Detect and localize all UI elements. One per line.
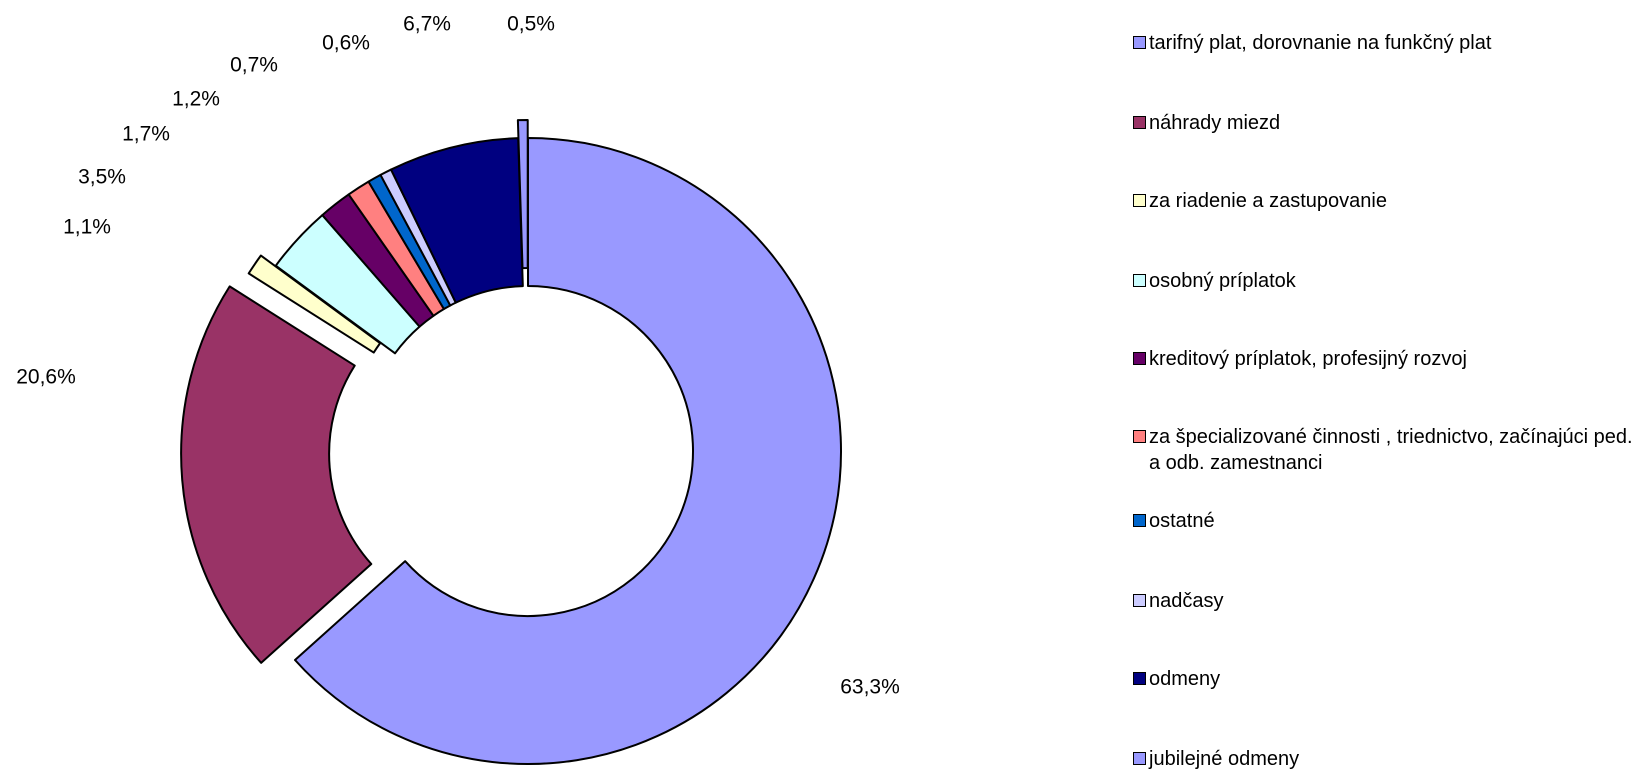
legend-label: kreditový príplatok, profesijný rozvoj xyxy=(1149,348,1467,370)
legend-swatch xyxy=(1133,274,1146,287)
legend-swatch xyxy=(1133,752,1146,765)
legend-label: odmeny xyxy=(1149,668,1221,690)
data-label-kreditovy-priplatok-profesijny-rozvoj: 1,7% xyxy=(122,123,170,146)
slice-nahrady-miezd xyxy=(180,285,373,664)
legend-item-jubilejne-odmeny: jubilejné odmeny xyxy=(1133,746,1633,772)
data-label-osobny-priplatok: 3,5% xyxy=(78,166,126,189)
legend-item-za-riadenie-a-zastupovanie: za riadenie a zastupovanie xyxy=(1133,188,1633,214)
legend-swatch xyxy=(1133,430,1146,443)
legend-item-za-specializovane-cinnosti-triednictvo-zacinajuci-ped-a-odb-zamestnanci: za špecializované činnosti , triednictvo… xyxy=(1133,424,1633,476)
legend-swatch xyxy=(1133,672,1146,685)
legend-swatch xyxy=(1133,514,1146,527)
legend-label: jubilejné odmeny xyxy=(1149,748,1300,770)
legend-item-ostatne: ostatné xyxy=(1133,508,1633,534)
data-labels: 63,3% 20,6% 1,1% 3,5% 1,7%1,2% 0,7% 0,6% 6,7% 0,… xyxy=(16,13,900,699)
data-label-nahrady-miezd: 20,6% xyxy=(16,366,76,389)
legend-swatch xyxy=(1133,194,1146,207)
data-label-tarifny-plat-dorovnanie-na-funkcny-plat: 63,3% xyxy=(840,676,900,699)
legend-swatch xyxy=(1133,352,1146,365)
legend-swatch xyxy=(1133,594,1146,607)
legend-label: za špecializované činnosti , triednictvo… xyxy=(1149,426,1633,474)
data-label-ostatne: 0,7% xyxy=(230,54,278,77)
legend-label: ostatné xyxy=(1149,510,1215,532)
donut-slices xyxy=(180,119,842,765)
data-label-za-riadenie-a-zastupovanie: 1,1% xyxy=(63,216,111,239)
slice-jubilejne-odmeny xyxy=(516,119,529,270)
legend-item-tarifny-plat-dorovnanie-na-funkcny-plat: tarifný plat, dorovnanie na funkčný plat xyxy=(1133,30,1633,56)
legend-label: osobný príplatok xyxy=(1149,270,1296,292)
legend-label: tarifný plat, dorovnanie na funkčný plat xyxy=(1149,32,1492,54)
legend-item-kreditovy-priplatok-profesijny-rozvoj: kreditový príplatok, profesijný rozvoj xyxy=(1133,346,1633,372)
legend-swatch xyxy=(1133,116,1146,129)
legend-label: nadčasy xyxy=(1149,590,1224,612)
legend-label: za riadenie a zastupovanie xyxy=(1149,190,1387,212)
data-label-nadcasy: 0,6% xyxy=(322,32,370,55)
legend-swatch xyxy=(1133,36,1146,49)
legend-item-osobny-priplatok: osobný príplatok xyxy=(1133,268,1633,294)
legend-item-odmeny: odmeny xyxy=(1133,666,1633,692)
data-label-jubilejne-odmeny: 0,5% xyxy=(507,13,555,36)
slice-tarifny-plat-dorovnanie-na-funkcny-plat xyxy=(294,137,842,765)
data-label-odmeny: 6,7% xyxy=(403,13,451,36)
legend-label: náhrady miezd xyxy=(1149,112,1281,134)
legend-item-nadcasy: nadčasy xyxy=(1133,588,1633,614)
legend-item-nahrady-miezd: náhrady miezd xyxy=(1133,110,1633,136)
data-label-za-specializovane-cinnosti-triednictvo-zacinajuci-ped-a-odb-zamestnanci: 1,2% xyxy=(172,88,220,111)
